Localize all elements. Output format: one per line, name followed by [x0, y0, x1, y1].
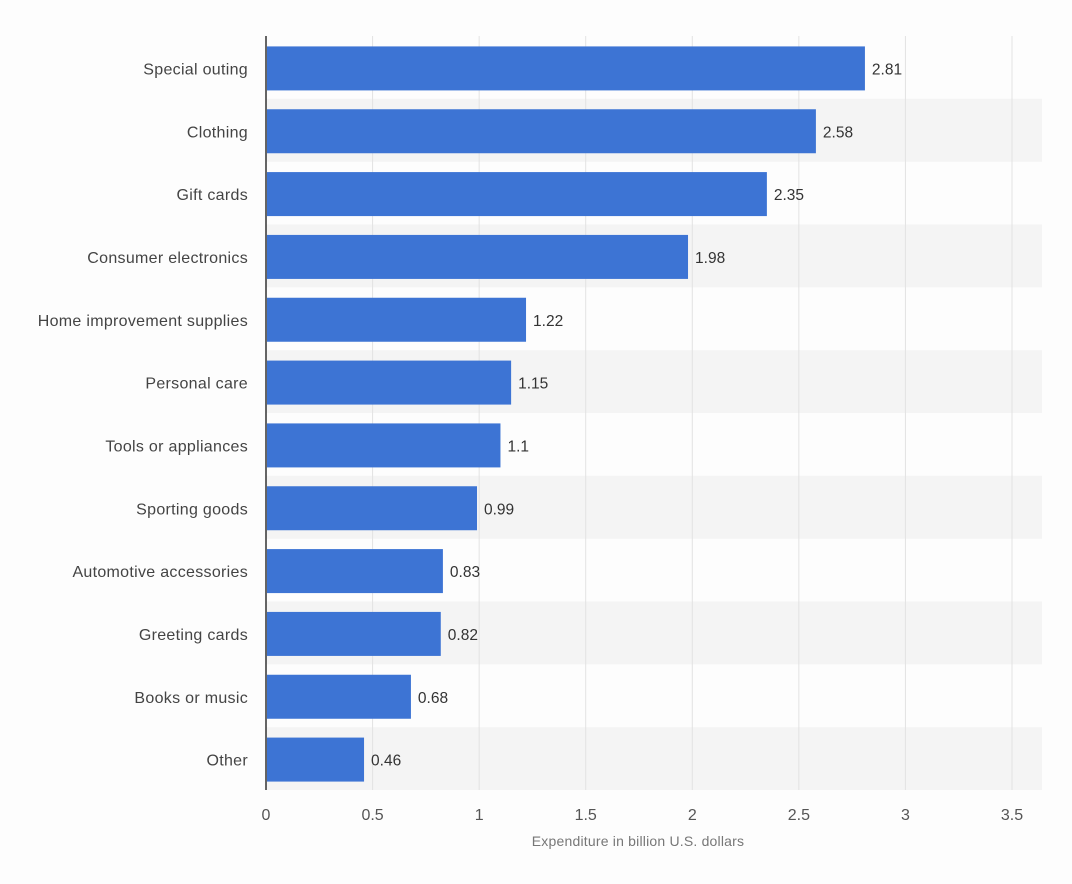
- value-label: 0.99: [484, 501, 514, 518]
- category-label: Consumer electronics: [87, 250, 248, 267]
- value-label: 1.22: [533, 313, 563, 330]
- value-label: 0.46: [371, 753, 401, 770]
- category-label: Gift cards: [177, 187, 248, 204]
- bar[interactable]: [267, 109, 816, 154]
- category-label: Sporting goods: [136, 501, 248, 518]
- category-label: Automotive accessories: [72, 564, 248, 581]
- x-tick-label: 2.5: [788, 807, 810, 824]
- bar[interactable]: [267, 172, 767, 217]
- category-label: Special outing: [143, 61, 248, 78]
- value-label: 0.68: [418, 690, 448, 707]
- value-label: 0.82: [448, 627, 478, 644]
- bar[interactable]: [267, 423, 501, 468]
- bar[interactable]: [267, 549, 443, 594]
- value-label: 2.58: [823, 124, 853, 141]
- value-label: 1.98: [695, 250, 725, 267]
- x-tick-label: 0: [262, 807, 271, 824]
- value-label: 1.15: [518, 376, 548, 393]
- x-axis-title: Expenditure in billion U.S. dollars: [532, 833, 744, 849]
- value-label: 2.35: [774, 187, 804, 204]
- row-band: [266, 727, 1042, 790]
- category-label: Greeting cards: [139, 627, 248, 644]
- bar[interactable]: [267, 486, 478, 531]
- bar[interactable]: [267, 674, 411, 719]
- category-label: Home improvement supplies: [38, 313, 248, 330]
- category-label: Tools or appliances: [105, 438, 248, 455]
- value-label: 1.1: [507, 438, 529, 455]
- x-tick-label: 0.5: [361, 807, 383, 824]
- value-label: 0.83: [450, 564, 480, 581]
- x-tick-label: 1.5: [575, 807, 597, 824]
- category-label: Personal care: [145, 376, 248, 393]
- bar[interactable]: [267, 611, 441, 656]
- category-label: Books or music: [134, 690, 248, 707]
- bar[interactable]: [267, 297, 527, 342]
- bar[interactable]: [267, 737, 365, 782]
- x-tick-label: 2: [688, 807, 697, 824]
- category-label: Clothing: [187, 124, 248, 141]
- x-tick-label: 3: [901, 807, 910, 824]
- bar[interactable]: [267, 234, 689, 279]
- bar[interactable]: [267, 46, 865, 91]
- bar[interactable]: [267, 360, 512, 405]
- value-label: 2.81: [872, 61, 902, 78]
- category-label: Other: [206, 753, 248, 770]
- x-tick-label: 1: [475, 807, 484, 824]
- x-tick-label: 3.5: [1001, 807, 1023, 824]
